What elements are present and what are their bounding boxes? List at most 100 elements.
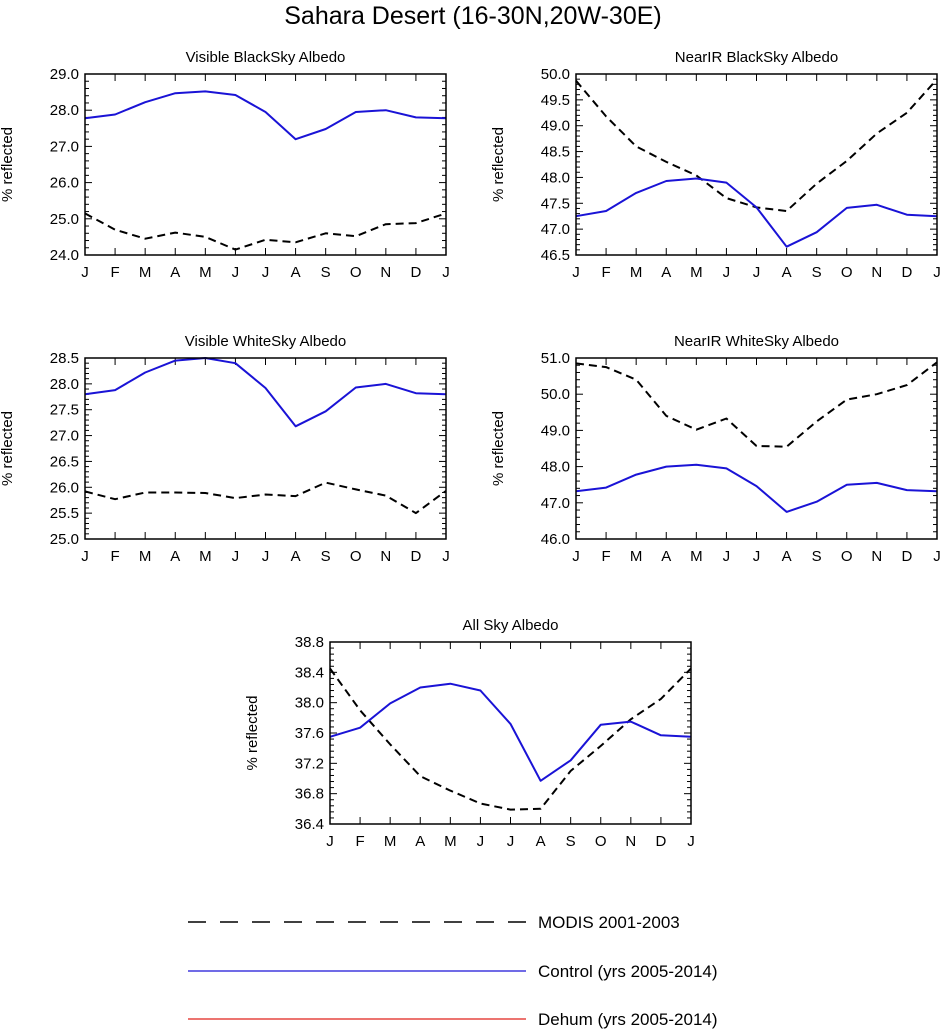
x-tick-label: A (291, 264, 301, 281)
plot-frame (84, 357, 447, 540)
series-line-control (575, 463, 938, 513)
y-tick-label: 24.0 (50, 247, 79, 264)
chart-panel-2: NearIR BlackSky Albedo % reflected 46.5 47.… (490, 49, 941, 281)
chart-title: Visible BlackSky Albedo (186, 49, 346, 66)
x-tick-label: J (753, 548, 761, 565)
x-tick-label: A (782, 548, 792, 565)
x-tick-label: M (690, 548, 703, 565)
x-tick-label: O (350, 264, 362, 281)
page-title: Sahara Desert (16-30N,20W-30E) (284, 2, 662, 30)
y-tick-label: 27.0 (50, 138, 79, 155)
x-tick-label: M (199, 264, 212, 281)
y-tick-label: 36.8 (295, 786, 324, 803)
x-tick-label: A (661, 264, 671, 281)
series-line-modis (84, 212, 447, 251)
x-tick-label: A (170, 264, 180, 281)
x-tick-label: O (841, 264, 853, 281)
y-tick-label: 48.0 (541, 459, 570, 476)
y-tick-label: 28.5 (50, 350, 79, 367)
y-tick-label: 47.0 (541, 495, 570, 512)
y-tick-label: 50.0 (541, 66, 570, 83)
x-tick-label: J (723, 548, 731, 565)
chart-panel-4: NearIR WhiteSky Albedo % reflected 46.0 47.… (490, 333, 941, 565)
x-tick-label: N (625, 833, 636, 850)
y-tick-label: 37.2 (295, 755, 324, 772)
x-tick-label: D (655, 833, 666, 850)
y-tick-label: 25.5 (50, 505, 79, 522)
x-tick-label: S (812, 264, 822, 281)
y-tick-label: 26.5 (50, 453, 79, 470)
plot-frame (575, 73, 938, 256)
y-tick-label: 37.6 (295, 725, 324, 742)
x-tick-label: N (871, 548, 882, 565)
x-tick-label: J (81, 548, 89, 565)
x-tick-label: J (232, 548, 240, 565)
x-tick-label: S (566, 833, 576, 850)
y-axis-label: % reflected (490, 411, 507, 486)
x-tick-label: A (170, 548, 180, 565)
plot-frame (329, 641, 692, 825)
x-tick-label: A (782, 264, 792, 281)
x-tick-label: M (630, 548, 643, 565)
y-tick-label: 27.0 (50, 428, 79, 445)
x-tick-label: M (139, 548, 152, 565)
x-tick-label: O (350, 548, 362, 565)
x-tick-label: J (262, 548, 270, 565)
y-tick-label: 28.0 (50, 376, 79, 393)
y-tick-label: 50.0 (541, 386, 570, 403)
x-tick-label: N (871, 264, 882, 281)
series-line-modis (84, 481, 447, 515)
legend-label-3: Dehum (yrs 2005-2014) (538, 1010, 718, 1029)
y-tick-label: 38.0 (295, 695, 324, 712)
chart-panels: Visible BlackSky Albedo % reflected 24.0 25… (0, 49, 941, 850)
y-tick-label: 51.0 (541, 350, 570, 367)
x-tick-label: F (601, 548, 610, 565)
x-tick-label: M (139, 264, 152, 281)
y-tick-label: 27.5 (50, 402, 79, 419)
legend-label-1: MODIS 2001-2003 (538, 913, 680, 932)
x-tick-label: J (723, 264, 731, 281)
x-tick-label: A (291, 548, 301, 565)
y-tick-label: 47.5 (541, 195, 570, 212)
x-tick-label: O (595, 833, 607, 850)
x-tick-label: O (841, 548, 853, 565)
x-tick-label: N (380, 264, 391, 281)
chart-panel-1: Visible BlackSky Albedo % reflected 24.0 25… (0, 49, 450, 281)
x-tick-label: J (687, 833, 695, 850)
chart-title: All Sky Albedo (463, 617, 559, 634)
x-tick-label: F (110, 548, 119, 565)
x-tick-label: S (321, 264, 331, 281)
x-tick-label: M (630, 264, 643, 281)
y-tick-label: 25.0 (50, 531, 79, 548)
legend: MODIS 2001-2003 Control (yrs 2005-2014) De… (188, 913, 718, 1029)
y-tick-label: 38.4 (295, 664, 324, 681)
chart-panel-3: Visible WhiteSky Albedo % reflected 25.0 25… (0, 333, 450, 565)
x-tick-label: M (384, 833, 397, 850)
x-tick-label: J (326, 833, 334, 850)
x-tick-label: F (110, 264, 119, 281)
y-tick-label: 25.0 (50, 211, 79, 228)
y-tick-label: 46.0 (541, 531, 570, 548)
chart-title: NearIR WhiteSky Albedo (674, 333, 839, 350)
x-tick-label: N (380, 548, 391, 565)
x-tick-label: A (536, 833, 546, 850)
x-tick-label: J (442, 264, 450, 281)
x-tick-label: M (444, 833, 457, 850)
x-tick-label: S (321, 548, 331, 565)
x-tick-label: J (81, 264, 89, 281)
y-axis-label: % reflected (490, 127, 507, 202)
x-tick-label: D (410, 264, 421, 281)
series-line-control (84, 357, 447, 428)
y-tick-label: 46.5 (541, 247, 570, 264)
x-tick-label: J (933, 264, 941, 281)
x-tick-label: F (601, 264, 610, 281)
x-tick-label: D (410, 548, 421, 565)
x-tick-label: J (477, 833, 485, 850)
x-tick-label: M (690, 264, 703, 281)
y-tick-label: 48.0 (541, 169, 570, 186)
series-line-control (84, 90, 447, 141)
series-line-modis (329, 667, 692, 811)
series-line-modis (575, 361, 938, 448)
series-line-control (575, 177, 938, 248)
chart-title: Visible WhiteSky Albedo (185, 333, 346, 350)
